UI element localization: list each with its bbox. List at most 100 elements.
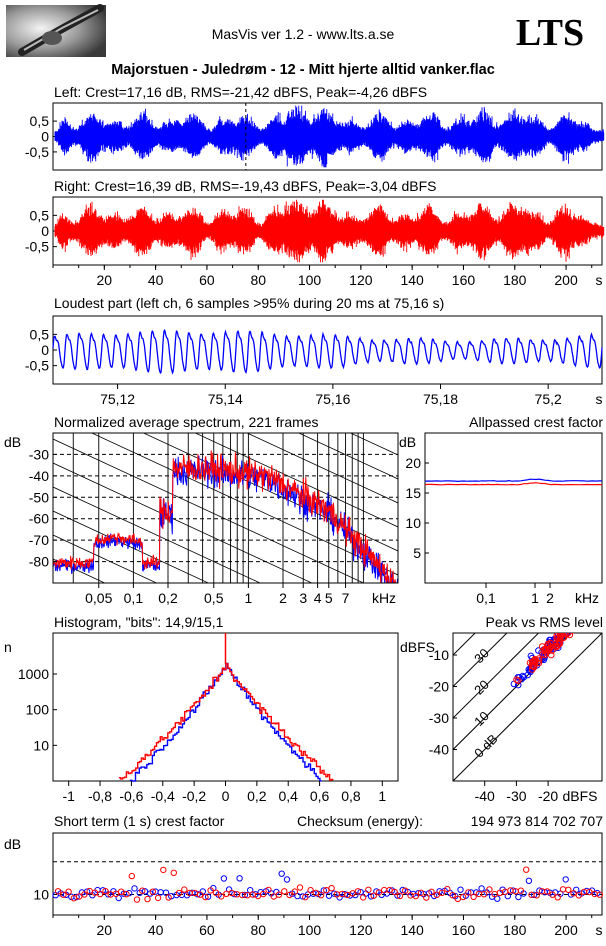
lts-logo: LTS — [516, 12, 584, 54]
shortterm-point — [570, 890, 577, 897]
shortterm-point — [349, 890, 356, 897]
allpass-xtick: 2 — [546, 590, 554, 606]
left-series — [54, 105, 605, 168]
shortterm-xtick: 200 — [554, 922, 578, 938]
shortterm-point — [575, 892, 582, 899]
left-ytick: 0,5 — [30, 113, 50, 129]
shortterm-point — [328, 885, 335, 892]
shortterm-point — [396, 892, 404, 900]
allpass-ytick: 20 — [405, 455, 421, 471]
loudest-xtick: 75,14 — [208, 391, 243, 407]
shortterm-xtick: 120 — [349, 922, 373, 938]
spectrum-xtick: 0,2 — [158, 590, 178, 606]
spectrum-slope — [53, 534, 158, 583]
peakrms-point — [546, 636, 553, 644]
left-ytick: -0,5 — [25, 144, 49, 160]
shortterm-point — [236, 875, 243, 882]
right-xtick: 180 — [503, 272, 527, 288]
right-xtick: 140 — [400, 272, 424, 288]
shortterm-point — [365, 886, 372, 893]
left-ytick: 0 — [41, 129, 49, 145]
spectrum-slope — [53, 127, 398, 287]
left-title: Left: Crest=17,16 dB, RMS=-21,42 dBFS, P… — [54, 84, 427, 100]
shortterm-point — [307, 887, 314, 894]
histogram-ytick: 100 — [26, 702, 50, 718]
spectrum-slope — [194, 433, 398, 528]
shortterm-point — [139, 887, 146, 894]
shortterm-point — [331, 890, 338, 897]
spectrum-slope — [297, 433, 398, 480]
shortterm-point — [494, 895, 501, 902]
spectrum-xtick: 0,5 — [204, 590, 224, 606]
right-xtick: 120 — [349, 272, 373, 288]
spectrum-xtick: 0,05 — [85, 590, 112, 606]
shortterm-point — [465, 889, 472, 896]
peakrms-point — [538, 643, 546, 650]
peakrms-ylabel: dBFS — [400, 639, 435, 655]
loudest-xtick: 75,18 — [423, 391, 458, 407]
shortterm-point — [417, 889, 425, 896]
shortterm-point — [549, 891, 556, 898]
spectrum-xtick: 2 — [279, 590, 287, 606]
spectrum-xtick: 7 — [342, 590, 350, 606]
shortterm-point — [486, 886, 493, 893]
shortterm-point — [181, 886, 188, 893]
file-title: Majorstuen - Juledrøm - 12 - Mitt hjerte… — [111, 62, 495, 78]
peakrms-diagonal — [453, 633, 602, 781]
shortterm-xtick: 60 — [199, 922, 215, 938]
histogram-xtick: -0,4 — [151, 788, 175, 804]
shortterm-point — [123, 891, 130, 898]
spectrum-slope — [53, 247, 398, 407]
spectrum-plot — [53, 127, 398, 583]
histogram-ytick: 10 — [33, 737, 49, 753]
histogram-xtick: -1 — [62, 788, 75, 804]
shortterm-point — [586, 888, 593, 896]
shortterm-xtick: 140 — [400, 922, 424, 938]
spectrum-frame — [52, 432, 399, 584]
shortterm-point — [509, 887, 517, 894]
shortterm-point — [260, 890, 267, 898]
right-title: Right: Crest=16,39 dB, RMS=-19,43 dBFS, … — [54, 178, 436, 194]
peakrms-point — [519, 672, 527, 680]
histogram-series-1 — [118, 663, 334, 781]
allpass-xtick-unit: kHz — [575, 590, 599, 606]
shortterm-point — [131, 885, 138, 892]
shortterm-point — [515, 893, 522, 901]
logo-image — [6, 4, 106, 57]
shortterm-point — [202, 893, 209, 901]
shortterm-point — [102, 888, 109, 895]
loudest-xtick: 75,2 — [535, 391, 562, 407]
shortterm-xtick: 20 — [97, 922, 113, 938]
shortterm-xtick: 160 — [452, 922, 476, 938]
shortterm-point — [278, 870, 285, 877]
shortterm-point — [160, 866, 167, 874]
shortterm-point — [286, 891, 293, 899]
peakrms-frame — [452, 632, 603, 782]
shortterm-point — [596, 891, 603, 898]
peakrms-clipped: 40 30 20 100 dB — [453, 633, 602, 781]
chart-panels: Left: Crest=17,16 dB, RMS=-21,42 dBFS, P… — [4, 84, 605, 938]
histogram-xtick: 0,8 — [341, 788, 361, 804]
shortterm-point — [212, 889, 220, 896]
spectrum-slope — [349, 433, 398, 456]
allpass-xtick: 1 — [531, 590, 539, 606]
spectrum-slope — [53, 438, 365, 583]
shortterm-point — [312, 889, 319, 897]
peakrms-diagonal — [453, 633, 508, 688]
shortterm-point — [391, 888, 398, 896]
shortterm-point — [565, 886, 572, 893]
app-name: MasVis ver 1.2 - www.lts.a.se — [212, 26, 395, 42]
histogram-series-0 — [129, 662, 322, 782]
shortterm-point — [133, 896, 141, 903]
peakrms-xtick: -30 — [506, 788, 526, 804]
spectrum-ytick: -40 — [29, 468, 49, 484]
shortterm-point — [76, 893, 83, 900]
shortterm-point — [128, 872, 136, 880]
checksum-label: Checksum (energy): — [297, 813, 423, 829]
checksum-value: 194 973 814 702 707 — [471, 813, 604, 829]
shortterm-point — [112, 890, 120, 897]
shortterm-point — [449, 892, 456, 899]
shortterm-point — [375, 889, 383, 896]
right-ytick: 0 — [41, 223, 49, 239]
shortterm-xtick: 80 — [250, 922, 266, 938]
